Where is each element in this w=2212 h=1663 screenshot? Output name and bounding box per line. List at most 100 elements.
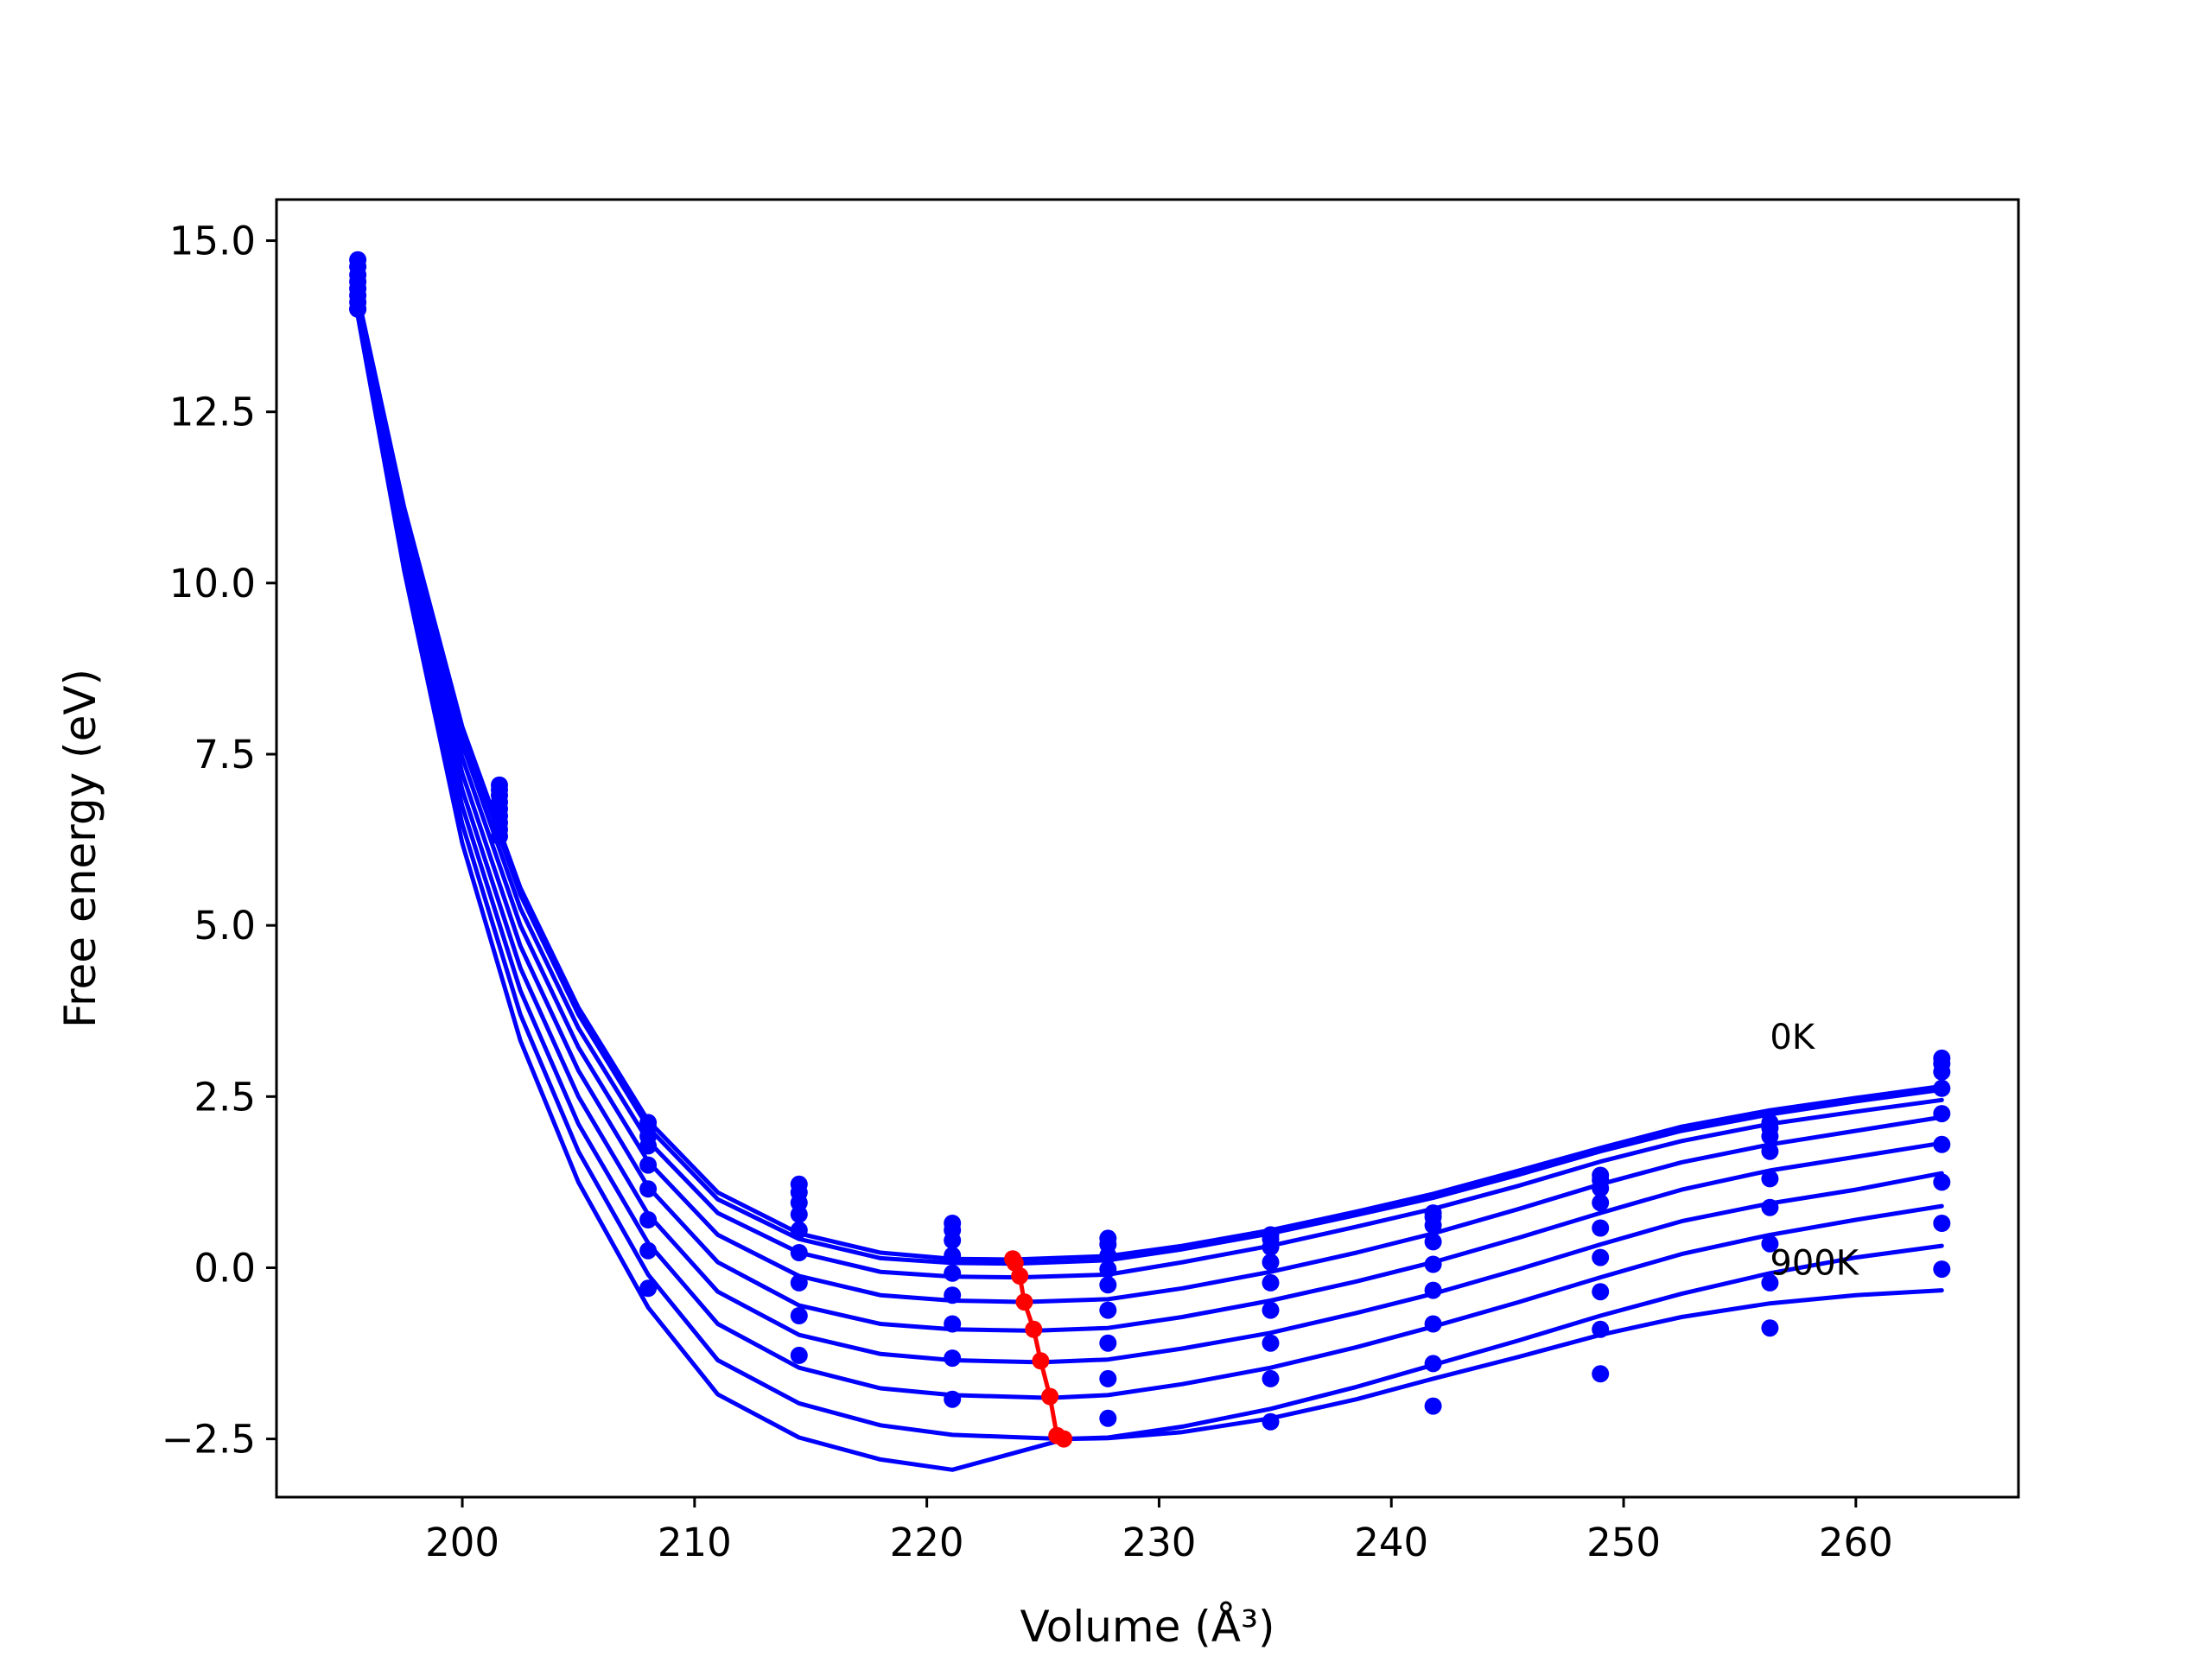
series-3-point-4 xyxy=(944,1247,962,1265)
series-1-curve xyxy=(355,295,1944,1266)
series-5-point-6 xyxy=(1262,1301,1280,1319)
series-2-point-8 xyxy=(1592,1179,1610,1197)
series-7-point-3 xyxy=(790,1307,808,1324)
series-4-point-4 xyxy=(944,1264,962,1282)
series-2-point-7 xyxy=(1424,1216,1442,1235)
series-3-point-5 xyxy=(1099,1260,1117,1279)
annotations: 0K 900K xyxy=(1770,1018,1859,1284)
series-3-point-6 xyxy=(1262,1254,1280,1272)
series-8-point-4 xyxy=(944,1390,962,1408)
series-4-point-9 xyxy=(1761,1170,1779,1188)
series-7-point-6 xyxy=(1262,1369,1280,1387)
series-8-point-7 xyxy=(1424,1397,1442,1415)
series-7-point-5 xyxy=(1099,1369,1117,1387)
y-tick-label-2: 2.5 xyxy=(194,1074,256,1120)
series-4-point-10 xyxy=(1933,1105,1951,1123)
series-4-point-8 xyxy=(1592,1219,1610,1237)
series-7-point-2 xyxy=(639,1241,658,1260)
series-7-point-9 xyxy=(1761,1273,1779,1292)
x-axis-label: Volume (Å³) xyxy=(1020,1602,1274,1652)
series-5-point-3 xyxy=(790,1244,808,1261)
plot-layer xyxy=(349,251,1951,1472)
y-tick-label-6: 12.5 xyxy=(169,390,256,435)
series-2-point-9 xyxy=(1761,1127,1779,1146)
x-tick-label-3: 230 xyxy=(1122,1520,1196,1565)
minimum-locus-point-5 xyxy=(1032,1352,1050,1370)
minimum-locus-point-3 xyxy=(1015,1293,1033,1311)
series-6-curve xyxy=(355,308,1944,1400)
series-3-point-8 xyxy=(1592,1194,1610,1212)
y-tick-label-1: 0.0 xyxy=(194,1245,256,1291)
series-4-point-5 xyxy=(1099,1276,1117,1294)
series-5-point-2 xyxy=(639,1180,658,1198)
series-4-point-7 xyxy=(1424,1255,1442,1273)
series-4-point-3 xyxy=(790,1221,808,1239)
series-3-point-10 xyxy=(1933,1079,1951,1097)
x-tick-label-1: 210 xyxy=(658,1520,732,1565)
series-2-point-6 xyxy=(1262,1238,1280,1256)
series-6-point-10 xyxy=(1933,1173,1951,1191)
y-tick-label-4: 7.5 xyxy=(194,732,256,778)
series-5-curve xyxy=(355,305,1944,1365)
series-5-point-9 xyxy=(1761,1198,1779,1216)
x-tick-label-0: 200 xyxy=(425,1520,499,1565)
series-8-point-10 xyxy=(1933,1260,1951,1279)
series-8-point-0 xyxy=(349,300,367,318)
series-8-point-9 xyxy=(1761,1319,1779,1337)
ticks-layer: 200 210 220 230 240 250 260 −2.5 0.0 2.5 5.0 7.5 10.… xyxy=(162,219,1893,1565)
series-4-point-2 xyxy=(639,1156,658,1174)
series-8-point-6 xyxy=(1262,1412,1280,1431)
minimum-locus-point-1 xyxy=(1006,1254,1024,1272)
series-4-curve xyxy=(355,302,1944,1333)
series-8-point-8 xyxy=(1592,1365,1610,1383)
series-3-point-9 xyxy=(1761,1142,1779,1160)
series-3-point-3 xyxy=(790,1205,808,1223)
x-tick-label-5: 250 xyxy=(1586,1520,1661,1565)
annotation-0: 0K xyxy=(1770,1018,1815,1057)
series-8-point-5 xyxy=(1099,1409,1117,1427)
series-8-point-1 xyxy=(491,828,508,846)
series-3-point-2 xyxy=(639,1137,658,1155)
series-5-point-5 xyxy=(1099,1301,1117,1319)
series-6-point-3 xyxy=(790,1273,808,1292)
series-3-point-7 xyxy=(1424,1233,1442,1251)
series-5-point-7 xyxy=(1424,1281,1442,1299)
series-7-point-4 xyxy=(944,1349,962,1368)
series-5-point-4 xyxy=(944,1286,962,1304)
series-2-point-4 xyxy=(944,1231,962,1249)
series-8-point-3 xyxy=(790,1346,808,1364)
series-6-point-6 xyxy=(1262,1334,1280,1352)
series-6-point-4 xyxy=(944,1315,962,1333)
series-3-curve xyxy=(355,300,1944,1304)
series-2-curve xyxy=(355,297,1944,1280)
y-tick-label-5: 10.0 xyxy=(169,561,256,606)
series-8-point-2 xyxy=(639,1279,658,1298)
y-tick-label-3: 5.0 xyxy=(194,903,256,949)
series-7-point-10 xyxy=(1933,1215,1951,1232)
series-5-point-8 xyxy=(1592,1248,1610,1266)
annotation-1: 900K xyxy=(1770,1243,1859,1283)
minimum-locus-point-8 xyxy=(1055,1430,1073,1448)
series-2-point-5 xyxy=(1099,1247,1117,1265)
series-2-point-10 xyxy=(1933,1063,1951,1081)
y-tick-label-7: 15.0 xyxy=(169,219,256,264)
series-5-point-10 xyxy=(1933,1135,1951,1153)
series-6-point-9 xyxy=(1761,1235,1779,1253)
x-tick-label-6: 260 xyxy=(1819,1520,1893,1565)
series-4-point-6 xyxy=(1262,1273,1280,1292)
x-tick-label-2: 220 xyxy=(890,1520,964,1565)
y-axis-label: Free energy (eV) xyxy=(55,669,105,1028)
series-7-point-7 xyxy=(1424,1355,1442,1373)
series-6-point-7 xyxy=(1424,1315,1442,1333)
minimum-locus-point-6 xyxy=(1041,1387,1059,1406)
minimum-locus-point-4 xyxy=(1025,1320,1043,1338)
plot-frame xyxy=(275,198,2020,1499)
minimum-locus-point-2 xyxy=(1011,1267,1029,1285)
series-7-point-8 xyxy=(1592,1320,1610,1338)
series-6-point-5 xyxy=(1099,1334,1117,1352)
series-6-point-8 xyxy=(1592,1283,1610,1301)
series-6-point-2 xyxy=(639,1211,658,1228)
